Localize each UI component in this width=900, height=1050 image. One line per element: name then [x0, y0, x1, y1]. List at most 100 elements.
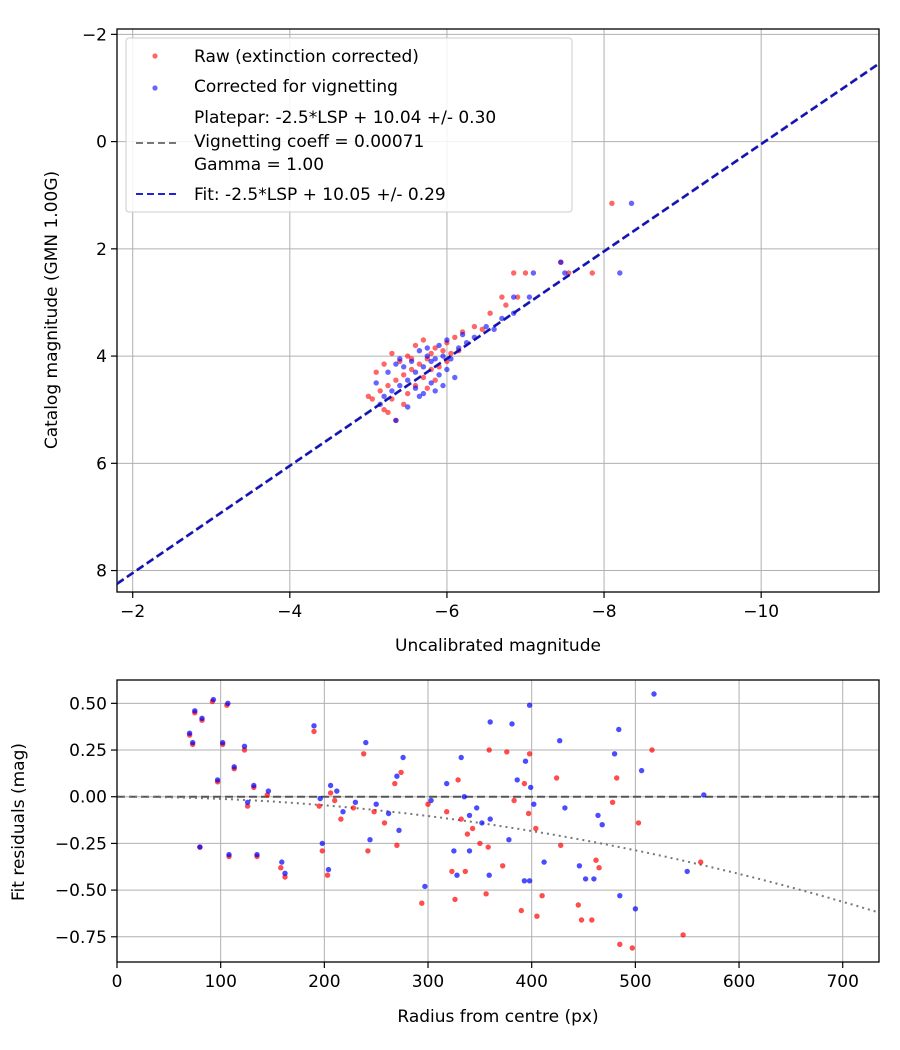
data-point [684, 868, 690, 875]
data-point [459, 331, 466, 338]
data-point [557, 738, 563, 744]
data-point [424, 385, 430, 391]
data-point [393, 377, 399, 383]
x-tick-label: 0 [112, 972, 123, 992]
data-point [424, 353, 430, 359]
bottom-chart: 0 100 200 300 400 500 600 700 0.50 0.25 0.00 −0.25 −… [9, 679, 880, 1027]
data-point [324, 872, 331, 878]
data-point [444, 366, 450, 373]
data-point [282, 874, 288, 880]
data-point [226, 851, 232, 858]
data-point [398, 769, 404, 776]
data-point [526, 294, 533, 300]
data-point [381, 361, 387, 367]
data-point [649, 747, 655, 753]
data-point [373, 380, 379, 386]
data-point [514, 294, 521, 300]
data-point [526, 702, 533, 708]
data-point [412, 342, 419, 349]
data-point [408, 358, 415, 365]
data-point [440, 348, 446, 354]
data-point [420, 374, 427, 381]
data-point [458, 754, 464, 761]
data-point [444, 337, 450, 343]
data-point [225, 700, 231, 706]
bottom-lines [117, 795, 880, 914]
data-point [440, 382, 446, 389]
data-point [432, 356, 438, 362]
data-point [432, 388, 438, 394]
data-point [533, 825, 539, 832]
data-point [522, 758, 529, 764]
data-point [319, 848, 325, 854]
data-point [511, 797, 517, 804]
data-point [629, 945, 635, 951]
data-point [511, 270, 517, 276]
data-point [525, 810, 532, 817]
fit-line [116, 62, 880, 585]
data-point [334, 788, 340, 794]
data-point [452, 374, 458, 381]
data-point [405, 377, 411, 383]
data-point [451, 848, 457, 854]
data-point [373, 801, 379, 807]
y-tick-label: 0.00 [69, 788, 107, 808]
data-point [506, 837, 512, 843]
top-lines [116, 62, 880, 585]
data-point [422, 883, 428, 890]
data-point [405, 390, 411, 397]
data-point [444, 809, 450, 815]
x-tick-label: 200 [308, 972, 340, 992]
data-point [582, 876, 589, 882]
data-point [485, 844, 491, 850]
data-point [440, 353, 446, 359]
data-point [363, 739, 369, 746]
data-point [251, 782, 257, 789]
data-point [428, 358, 434, 365]
data-point [521, 780, 528, 787]
data-point [365, 848, 371, 854]
data-point [369, 396, 375, 402]
data-point [593, 857, 599, 863]
data-point [416, 361, 423, 367]
y-tick-label: −0.75 [55, 928, 107, 948]
data-point [436, 372, 442, 378]
y-tick-label: −0.25 [55, 834, 107, 854]
data-point [452, 334, 458, 340]
data-point [487, 719, 493, 725]
x-tick-label: −2 [120, 602, 145, 622]
data-point [611, 751, 618, 757]
data-point [632, 906, 639, 912]
x-tick-label: 400 [515, 972, 547, 992]
data-point [424, 345, 430, 351]
data-point [394, 842, 400, 848]
series-1 [186, 691, 707, 912]
legend-label-fit: Fit: -2.5*LSP + 10.05 +/- 0.29 [194, 185, 446, 205]
data-point [367, 837, 373, 843]
data-point [464, 831, 471, 837]
data-point [401, 364, 407, 370]
data-point [397, 356, 403, 362]
data-point [578, 917, 585, 923]
data-point [241, 743, 248, 749]
data-point [332, 797, 338, 804]
data-point [381, 393, 387, 399]
data-point [220, 739, 226, 746]
data-point [558, 842, 564, 848]
data-point [282, 870, 288, 876]
data-point [350, 805, 357, 811]
data-point [352, 799, 359, 805]
data-point [405, 353, 411, 359]
legend-label-raw: Raw (extinction corrected) [194, 47, 419, 67]
data-point [210, 696, 217, 703]
data-point [479, 820, 485, 826]
x-tick-label: 500 [619, 972, 651, 992]
bottom-grid [116, 680, 879, 962]
data-point [265, 788, 272, 794]
data-point [514, 777, 520, 783]
data-point [381, 407, 387, 413]
data-point [635, 820, 642, 826]
data-point [214, 777, 221, 783]
data-point [192, 708, 198, 714]
data-point [420, 364, 427, 370]
